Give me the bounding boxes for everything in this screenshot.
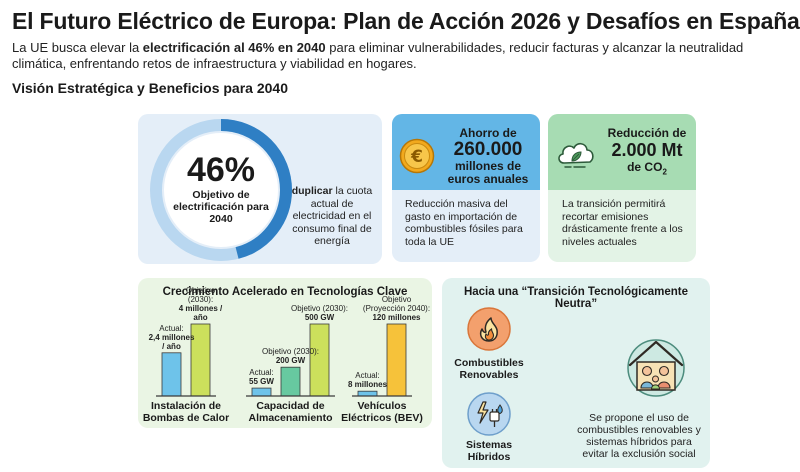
- savings-description: Reducción masiva del gasto en importació…: [405, 198, 523, 248]
- neutral-transition-description: Se propone el uso de combustibles renova…: [577, 412, 701, 460]
- bar-label-top: Actual:: [355, 371, 380, 381]
- co2-label: Reducción de: [607, 126, 687, 140]
- growth-bar-chart: [156, 323, 412, 397]
- bar-2-0: [357, 390, 378, 397]
- bar-0-0: [161, 352, 182, 397]
- page-title: El Futuro Eléctrico de Europa: Plan de A…: [12, 8, 800, 34]
- bar-label-value: 200 GW: [275, 356, 306, 366]
- savings-amount: 260.000: [453, 139, 523, 160]
- growth-chart-title: Crecimiento Acelerado en Tecnologías Cla…: [162, 286, 408, 298]
- donut-center: [164, 133, 278, 247]
- section-title: Visión Estratégica y Beneficios para 204…: [12, 80, 288, 96]
- electrification-percent: 46%: [186, 151, 256, 189]
- co2-amount: 2.000 Mt: [611, 140, 683, 160]
- bar-label-top: Objetivo (Proyección 2040):: [362, 295, 431, 313]
- group-label-0: Instalación de Bombas de Calor: [142, 400, 230, 424]
- page-subtitle: La UE busca elevar la electrificación al…: [12, 40, 744, 71]
- cloud-leaf-icon: [558, 142, 594, 168]
- electrification-donut: [150, 119, 292, 261]
- savings-unit: millones de euros anuales: [447, 159, 529, 186]
- neutral-transition-title: Hacia una “Transición Tecnológicamente N…: [463, 286, 689, 310]
- bar-label-2-0: Actual: 8 millones: [333, 371, 403, 389]
- bar-label-value: 8 millones: [347, 380, 388, 390]
- bar-label-top: Objetivo (2030):: [185, 286, 216, 304]
- donut-arc: [150, 119, 292, 261]
- bar-label-1-1: Objetivo (2030): 200 GW: [260, 347, 322, 365]
- bar-label-top: Objetivo (2030):: [262, 347, 319, 357]
- svg-text:€: €: [410, 147, 423, 167]
- co2-description: La transición permitirá recortar emision…: [562, 198, 683, 248]
- bar-label-2-1: Objetivo (Proyección 2040): 120 millones: [362, 295, 432, 322]
- hybrid-system-icon: [467, 392, 511, 436]
- group-label-2: Vehículos Eléctricos (BEV): [341, 400, 423, 424]
- bar-label-top: Objetivo (2030):: [291, 304, 348, 313]
- bar-label-top: Actual:: [159, 323, 184, 333]
- group-label-1: Capacidad de Almacenamiento: [248, 400, 333, 424]
- bar-1-0: [251, 387, 272, 397]
- hybrid-system-label: Sistemas Híbridos: [465, 439, 513, 463]
- bar-label-1-2: Objetivo (2030): 500 GW: [289, 304, 351, 322]
- bar-label-value: 120 millones: [372, 313, 421, 322]
- double-share-text: duplicar la cuota actual de electricidad…: [291, 185, 373, 247]
- bar-label-0-0: Actual: 2,4 millones / año: [149, 324, 195, 351]
- bar-label-top: Actual:: [249, 368, 274, 378]
- growth-card: [138, 278, 432, 428]
- bar-label-1-0: Actual: 55 GW: [231, 368, 293, 386]
- euro-coin-icon: €: [399, 138, 435, 174]
- bar-label-value: 4 millones / año: [178, 304, 223, 322]
- renewable-fuel-label: Combustibles Renovables: [454, 357, 524, 381]
- electrification-caption: Objetivo de electrificación para 2040: [173, 189, 269, 225]
- family-home-icon: [627, 339, 685, 397]
- co2-unit: de CO2: [627, 160, 667, 177]
- bar-label-0-1: Objetivo (2030): 4 millones / año: [178, 286, 224, 322]
- renewable-fuel-flame-icon: [467, 307, 511, 351]
- bar-label-value: 2,4 millones / año: [148, 332, 195, 351]
- bar-label-value: 55 GW: [249, 377, 274, 387]
- bar-label-value: 500 GW: [304, 313, 335, 322]
- savings-label: Ahorro de: [459, 126, 517, 140]
